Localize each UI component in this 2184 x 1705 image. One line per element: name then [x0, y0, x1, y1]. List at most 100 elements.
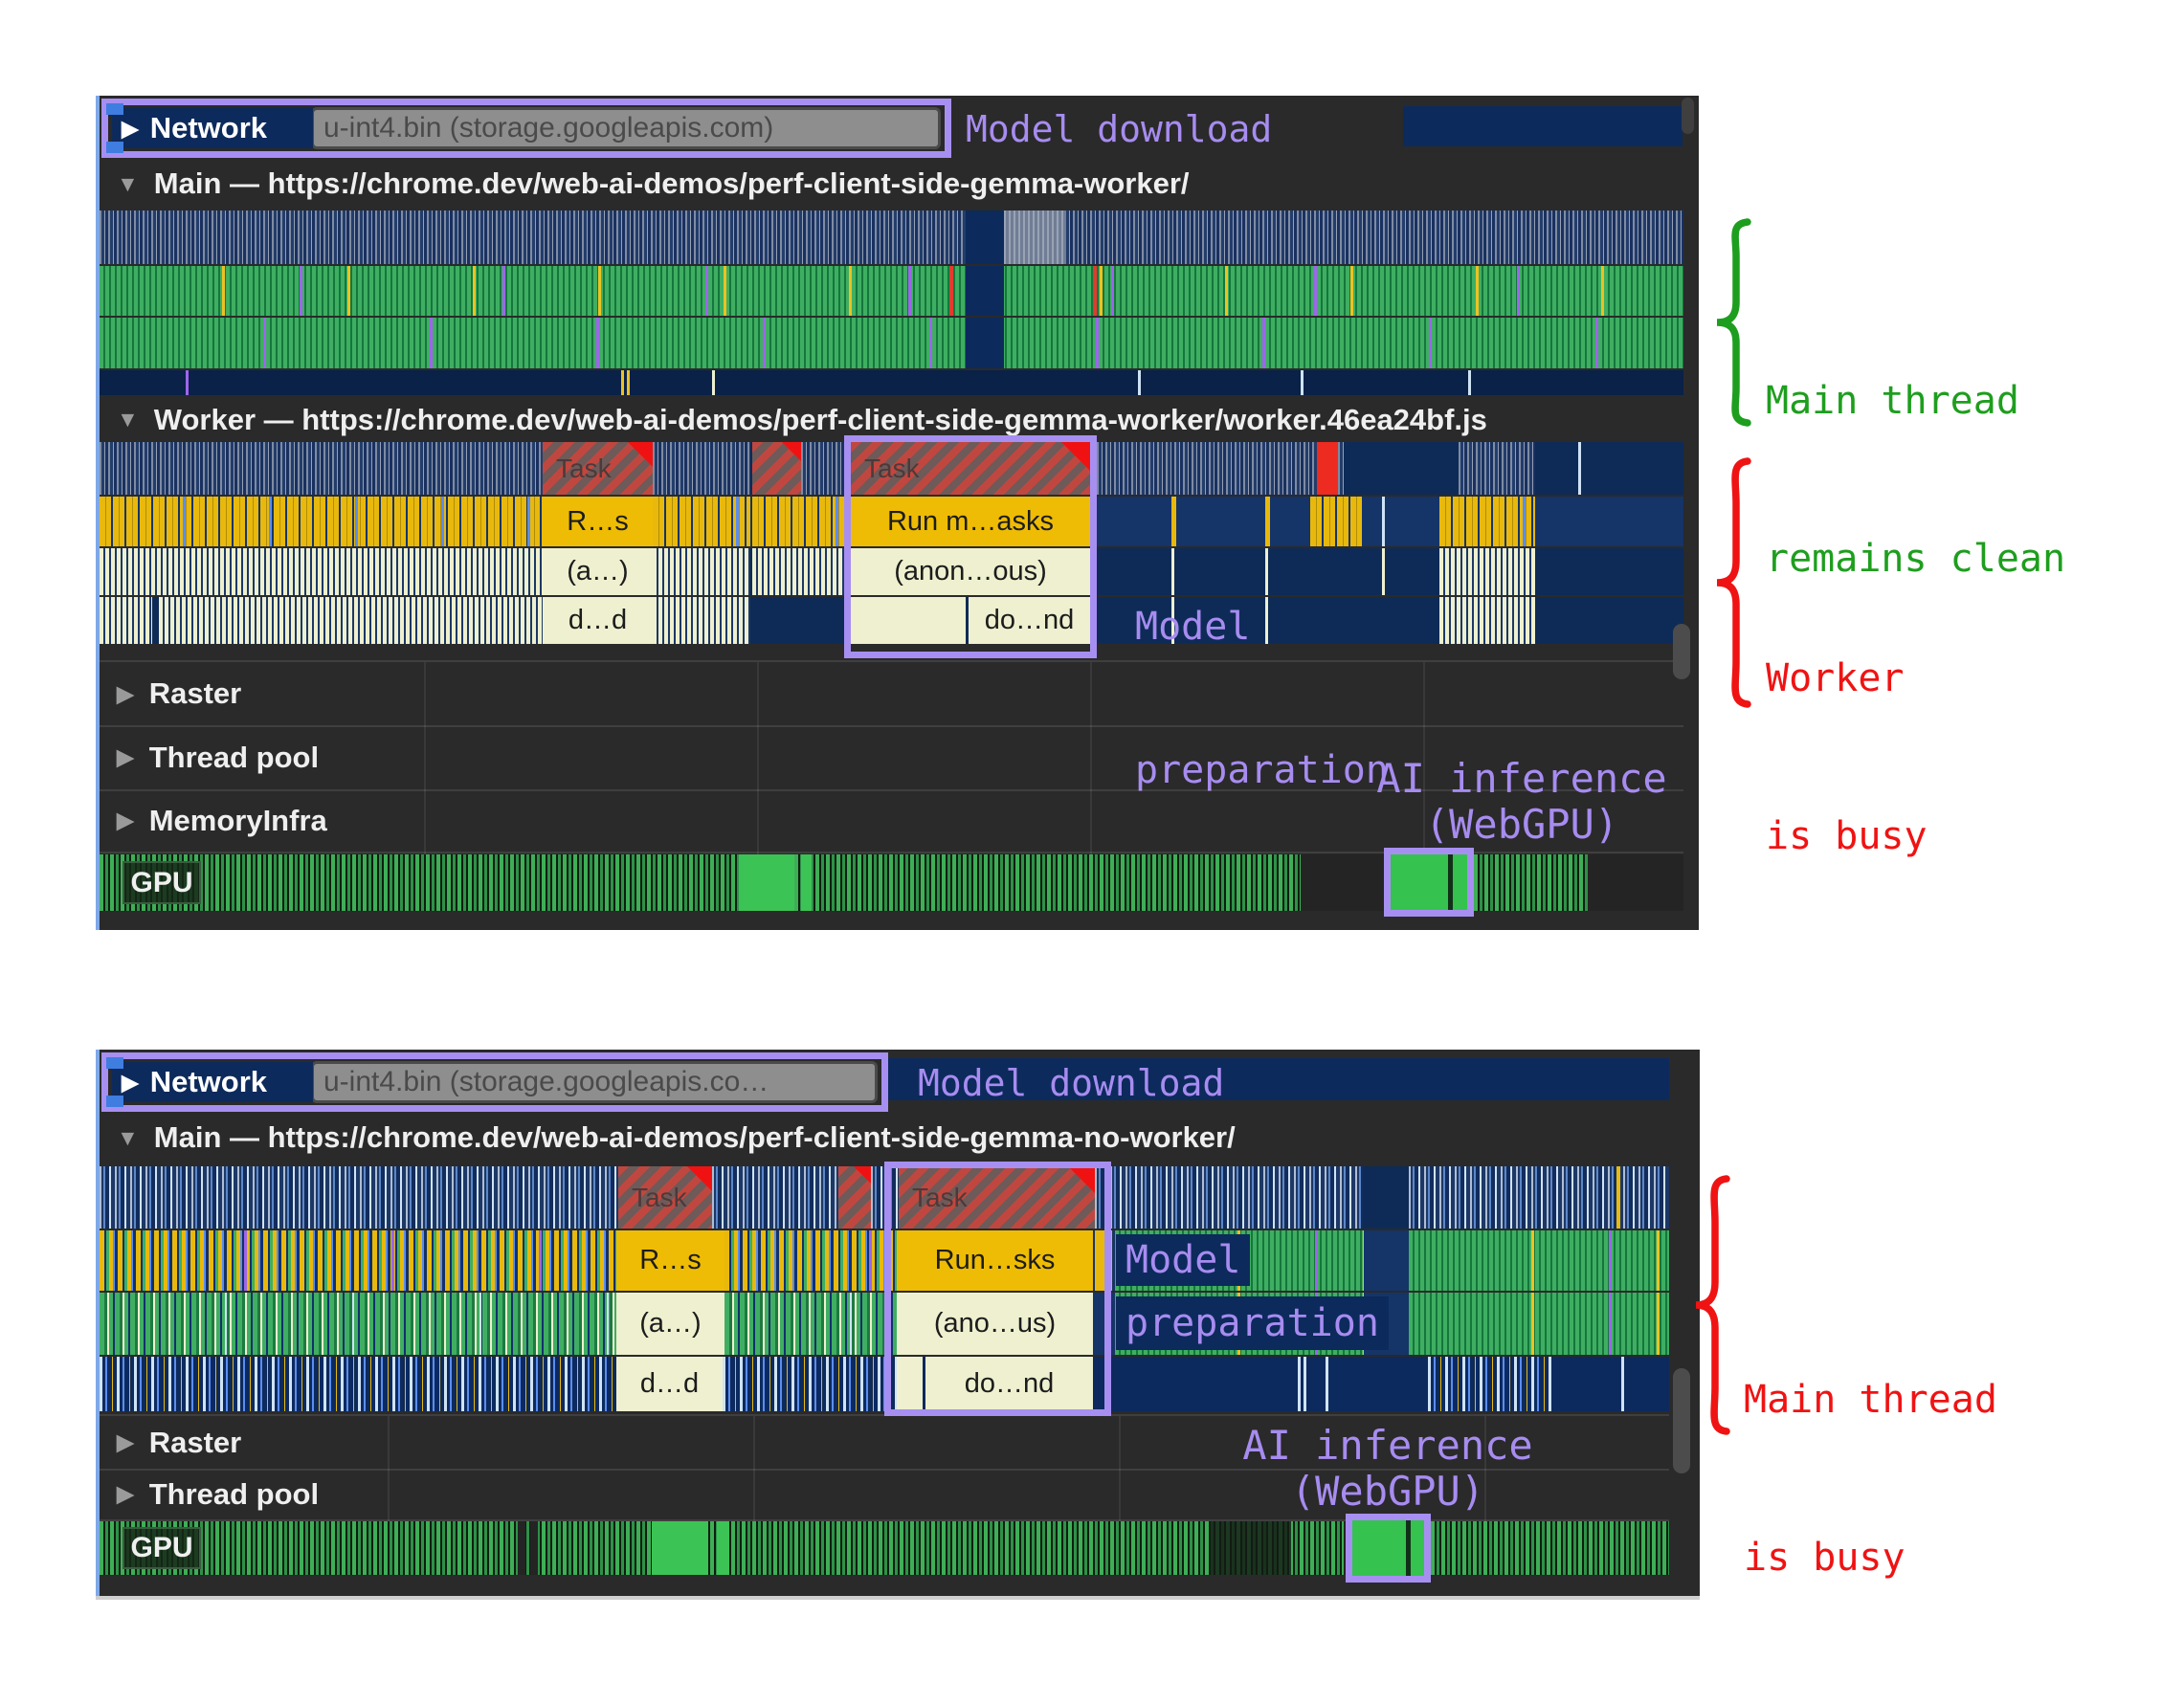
task-box-1[interactable]: Task: [618, 1166, 712, 1229]
ai-inference-highlight-box: [1346, 1514, 1431, 1583]
task-box-1-label: Task: [556, 453, 612, 483]
collapse-right-icon[interactable]: ▶: [122, 115, 139, 141]
thread-pool-track-label: Thread pool: [148, 740, 320, 774]
network-request-url: u-int4.bin (storage.googleapis.co…: [323, 1066, 769, 1097]
task-fragment[interactable]: [752, 442, 801, 495]
network-request-url: u-int4.bin (storage.googleapis.com): [323, 112, 774, 144]
main-thread-clean-annotation: Main thread remains clean: [1766, 379, 2066, 581]
done-box-2[interactable]: do…nd: [966, 597, 1090, 644]
worker-flame-row-tasks: Task Task: [100, 442, 1683, 495]
long-task-corner-icon: [1061, 442, 1090, 471]
network-request-pill[interactable]: u-int4.bin (storage.googleapis.co…: [311, 1061, 878, 1103]
network-request-bar[interactable]: [886, 1058, 1669, 1100]
memory-infra-track[interactable]: ▶ MemoryInfra: [100, 789, 882, 852]
long-task-corner-icon: [1068, 1166, 1095, 1193]
main-flame-row-sparse: [100, 370, 1683, 395]
task-box-1[interactable]: Task: [543, 442, 653, 495]
network-label-text: Network: [149, 1065, 268, 1098]
anonymous-box-2[interactable]: (anon…ous): [851, 548, 1090, 595]
collapse-right-icon[interactable]: ▶: [117, 808, 134, 832]
gpu-track-label[interactable]: GPU: [123, 861, 201, 904]
collapse-down-icon[interactable]: ▼: [117, 170, 139, 196]
run-task-box-1[interactable]: R…s: [616, 1230, 724, 1291]
ai-inference-annotation: AI inference (WebGPU): [1242, 1422, 1533, 1515]
collapse-down-icon[interactable]: ▼: [117, 1124, 139, 1150]
bottom-performance-panel: u-int4.bin (storage.googleapis.co… ▶ Net…: [96, 1050, 1700, 1600]
raster-track-label: Raster: [148, 676, 242, 710]
main-flame-row-green-2: [100, 318, 1683, 368]
network-highlight-box: u-int4.bin (storage.googleapis.co… ▶ Net…: [101, 1052, 888, 1112]
task-box-2[interactable]: Task: [851, 442, 1090, 495]
collapse-right-icon[interactable]: ▶: [117, 680, 134, 706]
run-task-box-2[interactable]: Run m…asks: [851, 497, 1090, 546]
main-thread-header[interactable]: ▼ Main — https://chrome.dev/web-ai-demos…: [100, 1115, 1677, 1161]
selection-handle-bottom[interactable]: [106, 1096, 123, 1107]
network-track-row: u-int4.bin (storage.googleapis.com) ▶ Ne…: [100, 99, 1683, 158]
ai-inference-annotation: AI inference (WebGPU): [1376, 755, 1667, 848]
gpu-busy-block[interactable]: [739, 854, 794, 911]
green-brace: [1716, 218, 1751, 427]
collapse-right-icon[interactable]: ▶: [117, 744, 134, 769]
anonymous-box-2[interactable]: (ano…us): [897, 1293, 1093, 1355]
long-task-corner-icon: [628, 442, 653, 467]
main-thread-busy-annotation: Main thread is busy: [1744, 1378, 1997, 1580]
selection-handle-top[interactable]: [106, 103, 123, 115]
worker-flame-row-anon: (a…) (anon…ous): [100, 548, 1683, 595]
thread-pool-track[interactable]: ▶ Thread pool: [100, 725, 882, 789]
main-thread-header[interactable]: ▼ Main — https://chrome.dev/web-ai-demos…: [100, 159, 1696, 209]
worker-flame-row-done: d…d do…nd: [100, 597, 1683, 644]
raster-track[interactable]: ▶ Raster: [100, 1416, 882, 1469]
model-download-annotation: Model download: [966, 108, 1273, 150]
done-box-1[interactable]: d…d: [543, 597, 653, 644]
worker-thread-header[interactable]: ▼ Worker — https://chrome.dev/web-ai-dem…: [100, 399, 1696, 440]
done-box-2[interactable]: do…nd: [923, 1357, 1093, 1411]
main-thread-header-text: Main — https://chrome.dev/web-ai-demos/p…: [153, 166, 1190, 200]
task-box-2-label: Task: [912, 1182, 968, 1212]
task-box-2[interactable]: Task: [899, 1166, 1095, 1229]
task-highlight-box: [884, 1162, 1111, 1416]
model-preparation-annotation: Model preparation: [1135, 605, 1389, 792]
main-flame-row-green-1: [100, 266, 1683, 316]
thread-pool-track[interactable]: ▶ Thread pool: [100, 1469, 882, 1519]
raster-track[interactable]: ▶ Raster: [100, 662, 882, 725]
gpu-track-label[interactable]: GPU: [123, 1527, 201, 1569]
run-task-box-2[interactable]: Run…sks: [897, 1230, 1093, 1291]
gpu-busy-block[interactable]: [652, 1521, 708, 1575]
run-task-box-1[interactable]: R…s: [543, 497, 653, 546]
collapse-right-icon[interactable]: ▶: [117, 1481, 134, 1506]
network-request-pill[interactable]: u-int4.bin (storage.googleapis.com): [311, 107, 941, 149]
panel-left-accent: [96, 96, 100, 930]
panel-left-accent: [96, 1050, 100, 1600]
ai-inference-highlight-box: [1384, 848, 1474, 917]
anonymous-box-1[interactable]: (a…): [543, 548, 653, 595]
scrollbar-thumb[interactable]: [1682, 98, 1694, 134]
model-preparation-annotation-line2: preparation: [1116, 1296, 1389, 1350]
worker-thread-header-text: Worker — https://chrome.dev/web-ai-demos…: [153, 402, 1487, 436]
selection-handle-top[interactable]: [106, 1057, 123, 1069]
task-box-1-label: Task: [632, 1182, 687, 1212]
network-track-label[interactable]: ▶ Network: [112, 1062, 313, 1102]
model-download-annotation: Model download: [918, 1062, 1225, 1104]
long-task-corner-icon: [782, 442, 801, 461]
long-task-corner-icon: [854, 1166, 871, 1184]
selection-handle-bottom[interactable]: [106, 142, 123, 153]
red-brace-bottom: [1695, 1175, 1730, 1435]
network-track-row: u-int4.bin (storage.googleapis.co… ▶ Net…: [100, 1052, 1669, 1112]
scrollbar-thumb[interactable]: [1673, 1368, 1690, 1473]
network-track-label[interactable]: ▶ Network: [112, 108, 313, 148]
collapse-down-icon[interactable]: ▼: [117, 407, 139, 432]
task-highlight-box: [844, 435, 1097, 658]
scrollbar-thumb[interactable]: [1673, 624, 1690, 679]
done-box-1[interactable]: d…d: [616, 1357, 723, 1411]
memory-infra-track-label: MemoryInfra: [148, 803, 327, 837]
anonymous-box-1[interactable]: (a…): [616, 1293, 724, 1355]
gpu-track-row: GPU: [100, 1521, 1669, 1575]
thread-pool-track-label: Thread pool: [148, 1476, 320, 1511]
worker-flame-row-run: R…s Run m…asks: [100, 497, 1683, 546]
collapse-right-icon[interactable]: ▶: [117, 1429, 134, 1454]
collapse-right-icon[interactable]: ▶: [122, 1069, 139, 1095]
network-request-bar[interactable]: [1403, 106, 1683, 146]
task-fragment[interactable]: [838, 1166, 871, 1229]
gpu-track-row: GPU: [100, 854, 1683, 911]
